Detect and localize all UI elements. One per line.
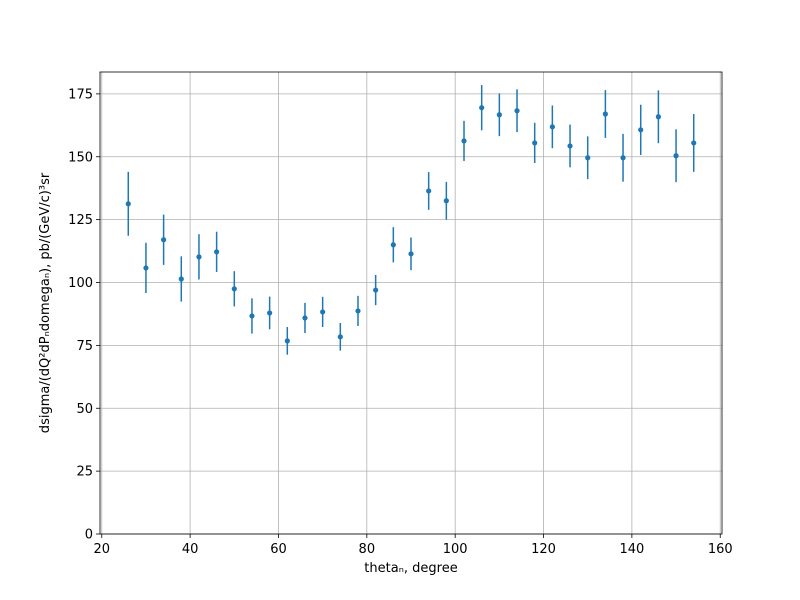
data-point: [373, 287, 379, 293]
data-point: [355, 308, 361, 314]
data-point: [284, 338, 290, 344]
data-point: [673, 153, 679, 159]
x-tick-label: 140: [619, 542, 644, 557]
data-point: [549, 124, 555, 130]
data-point: [514, 108, 520, 114]
data-point: [231, 286, 237, 292]
y-tick-label: 100: [68, 276, 93, 291]
data-point: [620, 155, 626, 161]
x-tick-label: 40: [182, 542, 199, 557]
data-point: [214, 249, 220, 255]
y-axis-label: dsigma/(dQ²dPₙdomegaₙ), pb/(GeV/c)³sr: [38, 172, 53, 433]
data-point: [320, 309, 326, 315]
y-tick-label: 175: [68, 87, 93, 102]
data-point: [337, 334, 343, 340]
data-point: [655, 114, 661, 120]
y-tick-label: 150: [68, 150, 93, 165]
data-point: [426, 188, 432, 194]
data-point: [691, 140, 697, 146]
data-point: [532, 140, 538, 146]
x-tick-label: 80: [359, 542, 376, 557]
data-point: [161, 237, 167, 243]
x-tick-label: 160: [708, 542, 733, 557]
data-point: [479, 105, 485, 111]
y-tick-label: 75: [76, 339, 93, 354]
data-point: [267, 310, 273, 316]
data-point: [390, 242, 396, 248]
x-tick-label: 100: [443, 542, 468, 557]
y-tick-label: 0: [85, 528, 93, 543]
data-point: [178, 276, 184, 282]
data-point: [249, 313, 255, 319]
data-point: [143, 265, 149, 271]
data-point: [638, 127, 644, 133]
data-point: [443, 198, 449, 204]
y-tick-label: 125: [68, 213, 93, 228]
data-point: [302, 315, 308, 321]
x-tick-label: 20: [93, 542, 110, 557]
x-tick-label: 60: [270, 542, 287, 557]
data-point: [408, 251, 414, 257]
y-tick-label: 50: [76, 402, 93, 417]
data-point: [602, 111, 608, 117]
x-tick-label: 120: [531, 542, 556, 557]
data-point: [496, 112, 502, 118]
x-axis-label: thetaₙ, degree: [364, 561, 457, 576]
y-tick-label: 25: [76, 465, 93, 480]
data-point: [461, 138, 467, 144]
data-point: [125, 201, 131, 207]
data-point: [567, 143, 573, 149]
data-point: [585, 155, 591, 161]
plot-frame: [99, 71, 723, 535]
data-point: [196, 254, 202, 260]
